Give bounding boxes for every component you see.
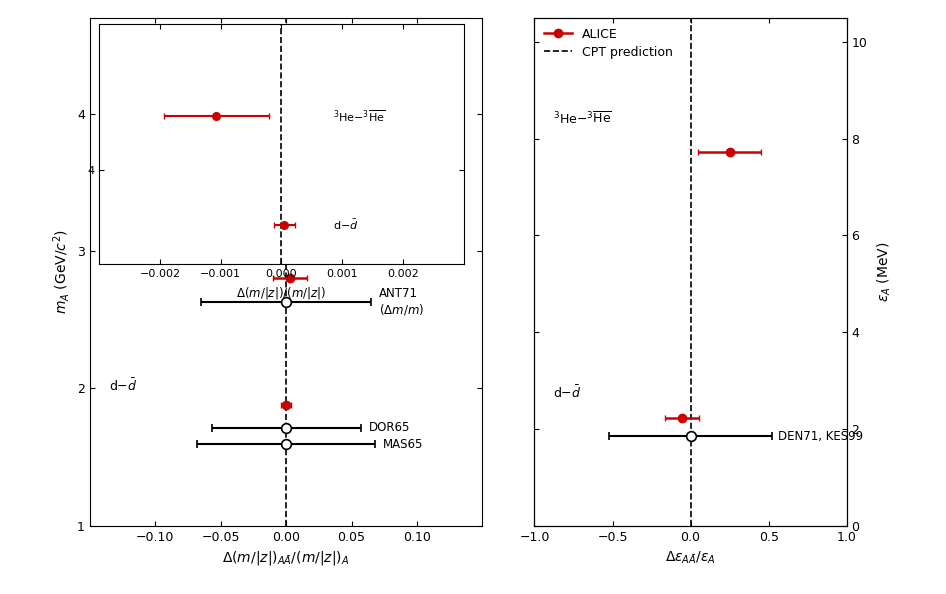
Legend: ALICE, CPT prediction: ALICE, CPT prediction xyxy=(541,24,676,62)
Y-axis label: $\varepsilon_A$ (MeV): $\varepsilon_A$ (MeV) xyxy=(876,242,893,302)
Text: d$-\bar{d}$: d$-\bar{d}$ xyxy=(553,384,582,401)
Text: MAS65: MAS65 xyxy=(383,438,424,450)
Text: ANT71
($\Delta m/m$): ANT71 ($\Delta m/m$) xyxy=(379,287,424,317)
Text: $^3$He$-^3\overline{\mathrm{He}}$: $^3$He$-^3\overline{\mathrm{He}}$ xyxy=(333,108,385,124)
Text: $^3$He$-^3\overline{\mathrm{He}}$: $^3$He$-^3\overline{\mathrm{He}}$ xyxy=(110,247,168,263)
Text: DOR65: DOR65 xyxy=(369,421,410,434)
Text: $^3$He$-^3\overline{\mathrm{He}}$: $^3$He$-^3\overline{\mathrm{He}}$ xyxy=(553,111,612,128)
X-axis label: $\Delta\varepsilon_{A\bar{A}}/\varepsilon_A$: $\Delta\varepsilon_{A\bar{A}}/\varepsilo… xyxy=(665,549,716,565)
Text: d$-\bar{d}$: d$-\bar{d}$ xyxy=(110,377,138,394)
Y-axis label: $m_A$ (GeV/$c^2$): $m_A$ (GeV/$c^2$) xyxy=(50,229,72,314)
Text: DEN71, KES99: DEN71, KES99 xyxy=(778,429,863,443)
Text: d$-\bar{d}$: d$-\bar{d}$ xyxy=(333,217,359,232)
X-axis label: $\Delta(m/|z|)/(m/|z|)$: $\Delta(m/|z|)/(m/|z|)$ xyxy=(236,285,326,301)
X-axis label: $\Delta(m/|z|)_{A\bar{A}}/(m/|z|)_A$: $\Delta(m/|z|)_{A\bar{A}}/(m/|z|)_A$ xyxy=(222,549,350,567)
